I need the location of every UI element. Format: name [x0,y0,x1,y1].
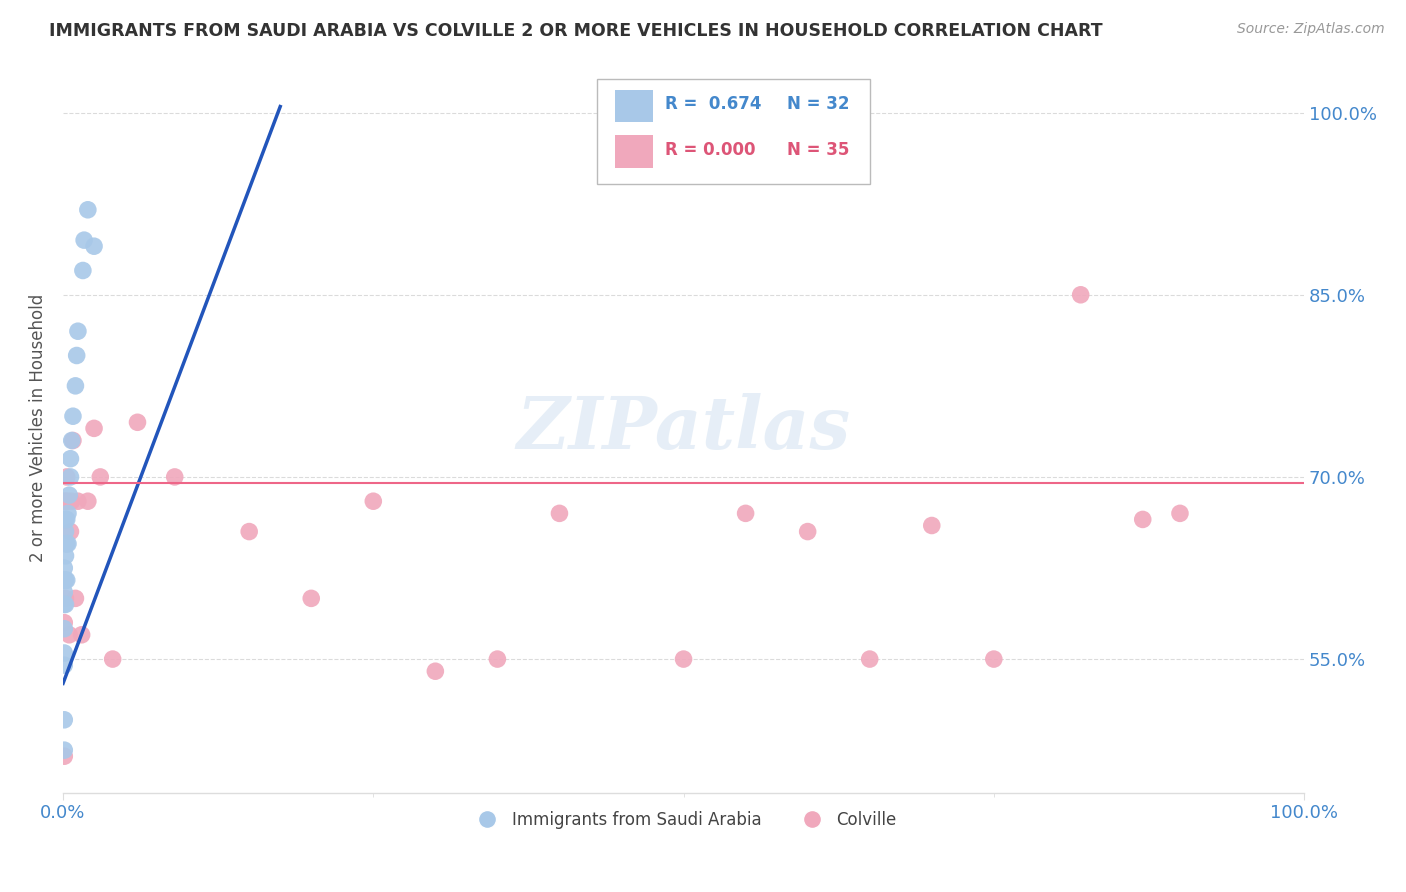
Point [101,652,124,666]
Point [65,591,87,606]
Point [72,263,94,277]
Point [56,537,79,551]
Point [53,743,76,757]
FancyBboxPatch shape [616,136,652,169]
Point [55,537,77,551]
Legend: Immigrants from Saudi Arabia, Colville: Immigrants from Saudi Arabia, Colville [464,804,904,835]
Point [53,494,76,508]
Text: R = 0.000: R = 0.000 [665,141,755,159]
Point [76,202,98,217]
Point [53,561,76,575]
Point [55,598,77,612]
Point [60,434,83,448]
Point [53,749,76,764]
Point [73,233,96,247]
Point [62,409,84,424]
Text: IMMIGRANTS FROM SAUDI ARABIA VS COLVILLE 2 OR MORE VEHICLES IN HOUSEHOLD CORRELA: IMMIGRANTS FROM SAUDI ARABIA VS COLVILLE… [49,22,1102,40]
Point [53,622,76,636]
Point [983,652,1005,666]
Point [1168,507,1191,521]
Point [55,549,77,563]
Point [56,507,79,521]
Point [53,615,76,630]
Point [859,652,882,666]
Point [734,507,756,521]
Point [55,512,77,526]
Point [921,518,943,533]
Text: N = 35: N = 35 [786,141,849,159]
Point [1070,287,1092,301]
FancyBboxPatch shape [596,78,870,185]
Point [425,664,447,678]
Point [53,598,76,612]
Text: R =  0.674: R = 0.674 [665,95,762,113]
Point [55,591,77,606]
Text: Source: ZipAtlas.com: Source: ZipAtlas.com [1237,22,1385,37]
Point [299,591,322,606]
Point [60,494,83,508]
Point [66,494,89,508]
Point [83,421,105,435]
Point [89,470,111,484]
Point [55,512,77,526]
Point [163,470,186,484]
Point [66,324,89,338]
Point [53,713,76,727]
Point [65,379,87,393]
Point [363,494,385,508]
Point [486,652,509,666]
Point [62,434,84,448]
Point [53,658,76,673]
Point [55,537,77,551]
Point [672,652,695,666]
Point [59,470,82,484]
Point [83,239,105,253]
Point [55,573,77,587]
Point [66,349,89,363]
Point [53,573,76,587]
Point [55,494,77,508]
Point [238,524,260,539]
Point [56,494,79,508]
Point [59,524,82,539]
Point [548,507,571,521]
Point [58,628,80,642]
FancyBboxPatch shape [616,89,652,122]
Y-axis label: 2 or more Vehicles in Household: 2 or more Vehicles in Household [30,294,46,563]
Point [53,646,76,660]
Point [55,573,77,587]
Point [1132,512,1154,526]
Text: N = 32: N = 32 [786,95,849,113]
Point [53,585,76,599]
Text: ZIPatlas: ZIPatlas [516,392,851,464]
Point [796,524,818,539]
Point [55,470,77,484]
Point [127,415,149,429]
Point [59,451,82,466]
Point [58,488,80,502]
Point [55,524,77,539]
Point [76,494,98,508]
Point [70,628,93,642]
